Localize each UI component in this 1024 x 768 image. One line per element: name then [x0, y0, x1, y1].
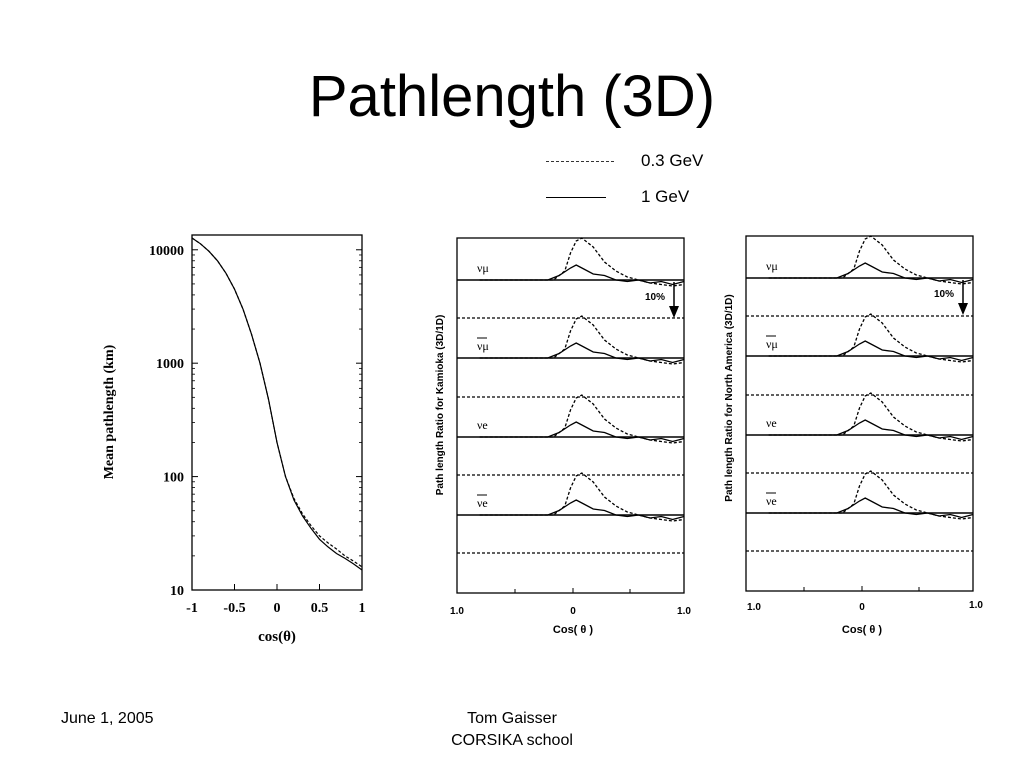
chart1-frame: [191, 234, 363, 591]
chart2-panels-series-solid-1: [479, 342, 685, 364]
chart2-panels-series-solid-3: [479, 499, 685, 521]
chart2-xtick-mid: 0: [570, 606, 576, 617]
chart2-panels-series-solid-2: [479, 421, 685, 443]
chart3-annotation: 10%: [934, 289, 954, 300]
chart1-xtick-label: 0: [274, 601, 281, 616]
chart2-panels-series-dashed-1: [479, 315, 685, 365]
chart3-panels-panel-label: νμ: [766, 259, 778, 273]
chart3-panels-series-dashed-3: [768, 470, 974, 520]
chart3-frame: [745, 235, 974, 592]
chart3-xtick-mid: 0: [859, 602, 865, 613]
chart1-xtick-label: -0.5: [223, 601, 245, 616]
chart1-ylabel: Mean pathlength (km): [102, 344, 117, 479]
chart2-ticks-bottom: [514, 588, 631, 593]
chart2-panels-panel-label: νe: [477, 418, 488, 432]
chart1-ytick-label: 10: [170, 584, 184, 599]
chart2-xtick-right: 1.0: [677, 606, 691, 617]
north-america-ratio-chart: νμ νμ νe νe Path length Ratio for North Ame…: [724, 235, 983, 636]
chart3-ylabel: Path length Ratio for North America (3D/…: [724, 294, 735, 501]
chart2-panels-panel-label: νμ: [477, 261, 489, 275]
chart2-panels-panel-label: νe: [477, 496, 488, 510]
footer-author: Tom Gaisser CORSIKA school: [412, 708, 612, 752]
chart1-ytick-label: 100: [163, 471, 184, 486]
chart2-panels-series-solid-0: [479, 264, 685, 286]
chart3-panels-series-dashed-2: [768, 392, 974, 442]
chart2-xtick-left: 1.0: [450, 606, 464, 617]
chart1-xlabel: cos(θ): [258, 629, 296, 645]
chart3-xtick-right: 1.0: [969, 600, 983, 611]
kamioka-ratio-chart: νμ νμ νe νe Path length Ratio for Kamioka (…: [435, 237, 691, 636]
chart1-series-dashed: [191, 237, 363, 568]
mean-pathlength-chart: 10000 1000 100 10 -1 -0.5 0 0.5 1 Mean pathleng…: [102, 234, 366, 645]
chart2-panels-panel-label: νμ: [477, 339, 489, 353]
chart3-panels-panel-label: νe: [766, 494, 777, 508]
chart1-xtick-label: 0.5: [311, 601, 329, 616]
chart1-xtick-label: -1: [186, 601, 198, 616]
chart1-xtick-label: 1: [359, 601, 366, 616]
footer-author-name: Tom Gaisser: [467, 710, 557, 727]
legend-label-0-3-gev: 0.3 GeV: [641, 151, 704, 170]
chart3-arrow-head: [958, 303, 968, 315]
chart2-annotation: 10%: [645, 292, 665, 303]
footer-date: June 1, 2005: [61, 710, 154, 727]
chart3-panels-panel-label: νμ: [766, 337, 778, 351]
legend-label-1-gev: 1 GeV: [641, 187, 690, 206]
chart2-ylabel: Path length Ratio for Kamioka (3D/1D): [435, 315, 446, 496]
chart2-arrow-head: [669, 306, 679, 318]
chart3-panels-series-solid-3: [768, 497, 974, 519]
legend-line-dashed: [546, 161, 614, 162]
chart3-panels-series-dashed-0: [768, 235, 974, 285]
chart1-ytick-label: 10000: [149, 244, 184, 259]
chart2-xlabel: Cos( θ ): [553, 624, 594, 636]
chart1-series-solid: [191, 237, 363, 571]
chart3-xtick-left: 1.0: [747, 602, 761, 613]
chart2-panels-series-dashed-3: [479, 472, 685, 522]
footer-event: CORSIKA school: [451, 732, 573, 749]
chart3-panels-series-solid-1: [768, 340, 974, 362]
chart3-xlabel: Cos( θ ): [842, 624, 883, 636]
chart2-frame: [456, 237, 685, 594]
chart3-panels-series-solid-2: [768, 419, 974, 441]
chart3-panels-series-dashed-1: [768, 313, 974, 363]
chart3-panels-series-solid-0: [768, 262, 974, 284]
chart1-ytick-label: 1000: [156, 357, 184, 372]
chart3-ticks-bottom: [803, 586, 920, 591]
chart3-panels-panel-label: νe: [766, 416, 777, 430]
legend-line-solid: [546, 197, 606, 198]
chart2-panels-series-dashed-0: [479, 237, 685, 287]
slide-title: Pathlength (3D): [308, 64, 716, 129]
chart2-panels-series-dashed-2: [479, 394, 685, 444]
